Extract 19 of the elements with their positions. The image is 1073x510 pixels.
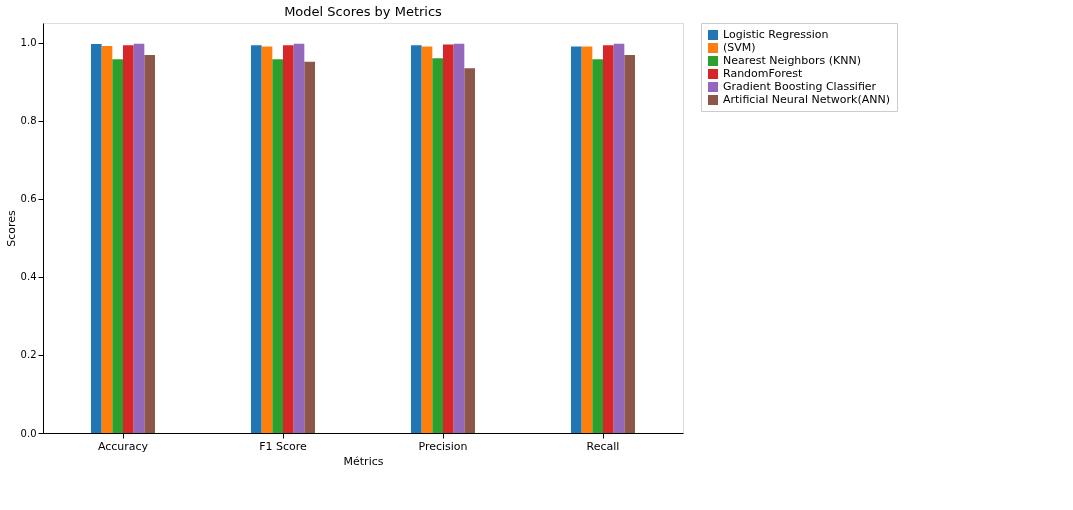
- x-tick-label: Precision: [418, 439, 468, 453]
- y-tick-label: 0.6: [20, 193, 37, 205]
- x-tick-label: F1 Score: [259, 439, 308, 453]
- legend-label: Artificial Neural Network(ANN): [723, 93, 891, 106]
- legend-label: RandomForest: [723, 67, 803, 80]
- x-axis-title: Métrics: [343, 454, 384, 468]
- legend-label: Gradient Boosting Classifier: [723, 80, 877, 93]
- legend-label: Nearest Neighbors (KNN): [723, 54, 862, 67]
- y-tick-label: 0.8: [20, 115, 37, 127]
- y-tick-label: 1.0: [20, 37, 37, 49]
- legend-label: (SVM): [723, 41, 756, 54]
- x-tick-label: Accuracy: [97, 439, 149, 453]
- legend-label: Logistic Regression: [723, 28, 829, 41]
- y-tick-label: 0.2: [20, 349, 37, 361]
- chart-title: Model Scores by Metrics: [284, 3, 443, 19]
- y-tick-label: 0.4: [20, 271, 37, 283]
- y-axis-title: Scores: [4, 209, 18, 247]
- x-tick-label: Recall: [586, 439, 620, 453]
- y-tick-label: 0.0: [20, 427, 37, 439]
